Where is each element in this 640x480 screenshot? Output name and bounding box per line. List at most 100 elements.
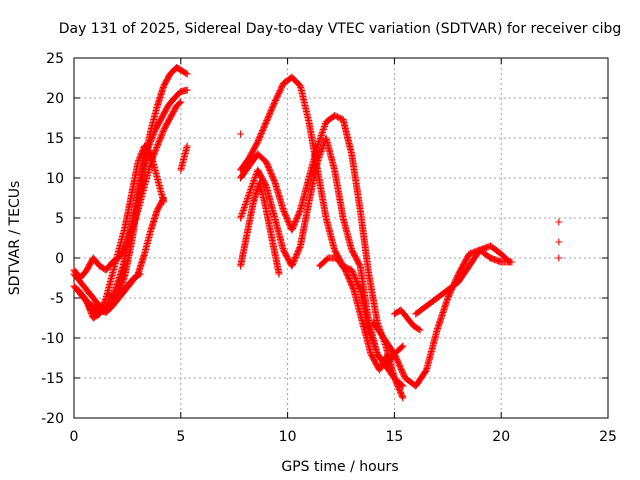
x-axis-label: GPS time / hours	[281, 459, 398, 475]
data-point-marker	[176, 99, 184, 107]
data-point-marker	[149, 130, 157, 138]
data-point-marker	[122, 239, 130, 247]
x-tick-label: 0	[70, 429, 79, 445]
data-point-marker	[383, 351, 391, 359]
data-point-marker	[148, 135, 156, 143]
data-point-marker	[122, 241, 130, 249]
data-point-marker	[159, 129, 167, 137]
data-point-marker	[100, 300, 108, 308]
data-point-marker	[100, 298, 108, 306]
data-point-marker	[399, 394, 407, 402]
plot-frame	[73, 57, 609, 419]
data-point-marker	[145, 141, 153, 149]
data-point-marker	[125, 232, 133, 240]
data-point-marker	[146, 139, 154, 147]
y-tick-label: -5	[50, 291, 64, 307]
chart-title: Day 131 of 2025, Sidereal Day-to-day VTE…	[59, 21, 622, 37]
data-point-marker	[416, 326, 424, 334]
y-tick-label: -15	[41, 371, 64, 387]
data-point-marker	[99, 301, 107, 309]
data-point-marker	[147, 138, 155, 146]
x-tick-label: 20	[492, 429, 510, 445]
data-point-marker	[149, 152, 157, 160]
data-point-marker	[158, 130, 166, 138]
data-point-marker	[127, 227, 135, 235]
data-point-marker	[270, 177, 278, 185]
data-point-marker	[237, 130, 245, 138]
data-point-marker	[399, 342, 407, 350]
data-point-marker	[121, 242, 129, 250]
data-point-marker	[147, 158, 155, 166]
data-point-marker	[555, 218, 563, 226]
y-tick-label: 20	[46, 91, 64, 107]
data-point-marker	[555, 238, 563, 246]
y-tick-labels: -20 -15 -10 -5 0 5 10 15 20 25	[41, 51, 64, 427]
x-tick-label: 5	[176, 429, 185, 445]
data-point-marker	[124, 235, 132, 243]
x-tick-labels: 0 5 10 15 20 25	[70, 429, 617, 445]
data-point-marker	[149, 154, 157, 162]
y-axis-label: SDTVAR / TECUs	[7, 181, 23, 296]
data-point-marker	[123, 238, 131, 246]
y-tick-label: 5	[55, 211, 64, 227]
data-point-marker	[356, 285, 364, 293]
series-arc-4	[70, 98, 185, 282]
x-tick-label: 10	[279, 429, 297, 445]
data-point-marker	[183, 86, 191, 94]
data-point-marker	[112, 283, 120, 291]
data-point-marker	[87, 310, 95, 318]
y-tick-label: -10	[41, 331, 64, 347]
data-point-marker	[138, 149, 146, 157]
y-tick-label: 25	[46, 51, 64, 67]
data-point-marker	[349, 285, 357, 293]
data-point-marker	[147, 136, 155, 144]
data-point-marker	[154, 141, 162, 149]
x-tick-label: 25	[599, 429, 617, 445]
data-point-marker	[177, 98, 185, 106]
data-point-marker	[384, 350, 392, 358]
data-point-marker	[157, 133, 165, 141]
data-point-marker	[415, 325, 423, 333]
series-isolated	[237, 130, 563, 262]
axis-ticks	[73, 57, 609, 419]
data-point-marker	[124, 236, 132, 244]
series-arc-8	[237, 73, 407, 390]
data-point-marker	[87, 308, 95, 316]
y-tick-label: 10	[46, 171, 64, 187]
data-point-marker	[136, 270, 144, 278]
series-arc-6	[104, 270, 144, 302]
data-point-marker	[160, 194, 168, 202]
data-point-marker	[153, 142, 161, 150]
data-point-marker	[148, 133, 156, 141]
data-points	[70, 64, 563, 402]
data-point-marker	[101, 297, 109, 305]
series-arc-10	[237, 134, 407, 370]
data-point-marker	[150, 149, 158, 157]
data-point-marker	[183, 70, 191, 78]
y-tick-label: -20	[41, 411, 64, 427]
data-point-marker	[136, 154, 144, 162]
series-arc-12	[316, 254, 392, 374]
series-arc-15	[390, 306, 424, 334]
y-tick-label: 15	[46, 131, 64, 147]
data-point-marker	[505, 257, 513, 265]
data-point-marker	[156, 135, 164, 143]
data-point-marker	[137, 151, 145, 159]
data-point-marker	[134, 158, 142, 166]
series-arc-11	[237, 178, 283, 278]
data-point-marker	[110, 288, 118, 296]
data-point-marker	[296, 243, 304, 251]
series-arc-7	[177, 142, 191, 174]
data-point-marker	[125, 233, 133, 241]
data-point-marker	[150, 151, 158, 159]
data-point-marker	[152, 145, 160, 153]
data-point-marker	[138, 148, 146, 156]
data-point-marker	[147, 157, 155, 165]
data-point-marker	[275, 270, 283, 278]
data-point-marker	[112, 285, 120, 293]
data-point-marker	[154, 139, 162, 147]
x-tick-label: 15	[385, 429, 403, 445]
data-point-marker	[156, 136, 164, 144]
data-point-marker	[135, 271, 143, 279]
